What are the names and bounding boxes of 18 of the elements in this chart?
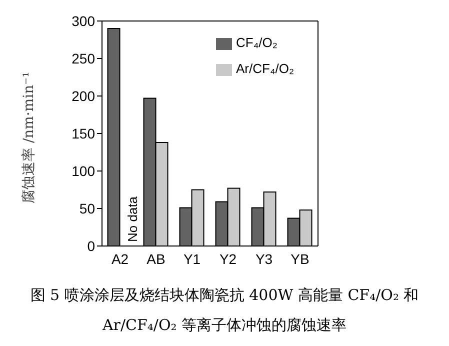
y-tick-label: 0 [87,238,96,254]
y-tick-label: 250 [72,50,96,66]
legend-label: Ar/CF₄/O₂ [236,61,294,76]
x-tick-label: Y3 [255,250,273,267]
y-tick-label: 200 [72,88,96,104]
text: 图 5 喷涂涂层及烧结块体陶瓷抗 400W 高能量 CF₄/O₂ 和 Ar/CF₄/O₂ 等离子体冲蚀的腐蚀速率 [29,285,420,336]
y-tick-label: 300 [72,12,96,29]
y-tick-label: 50 [79,200,96,216]
x-tick-label: AB [146,250,166,267]
y-axis-title: 腐蚀速率 /nm·min⁻¹ [20,72,37,204]
x-tick-label: A2 [111,250,129,267]
x-tick-label: Y2 [219,250,237,267]
annotation: No data [125,196,140,242]
y-tick-label: 150 [72,125,96,142]
x-tick-label: Y1 [183,250,201,267]
x-tick-label: YB [290,250,310,267]
legend-label: CF₄/O₂ [236,35,278,50]
y-tick-label: 100 [72,162,96,179]
